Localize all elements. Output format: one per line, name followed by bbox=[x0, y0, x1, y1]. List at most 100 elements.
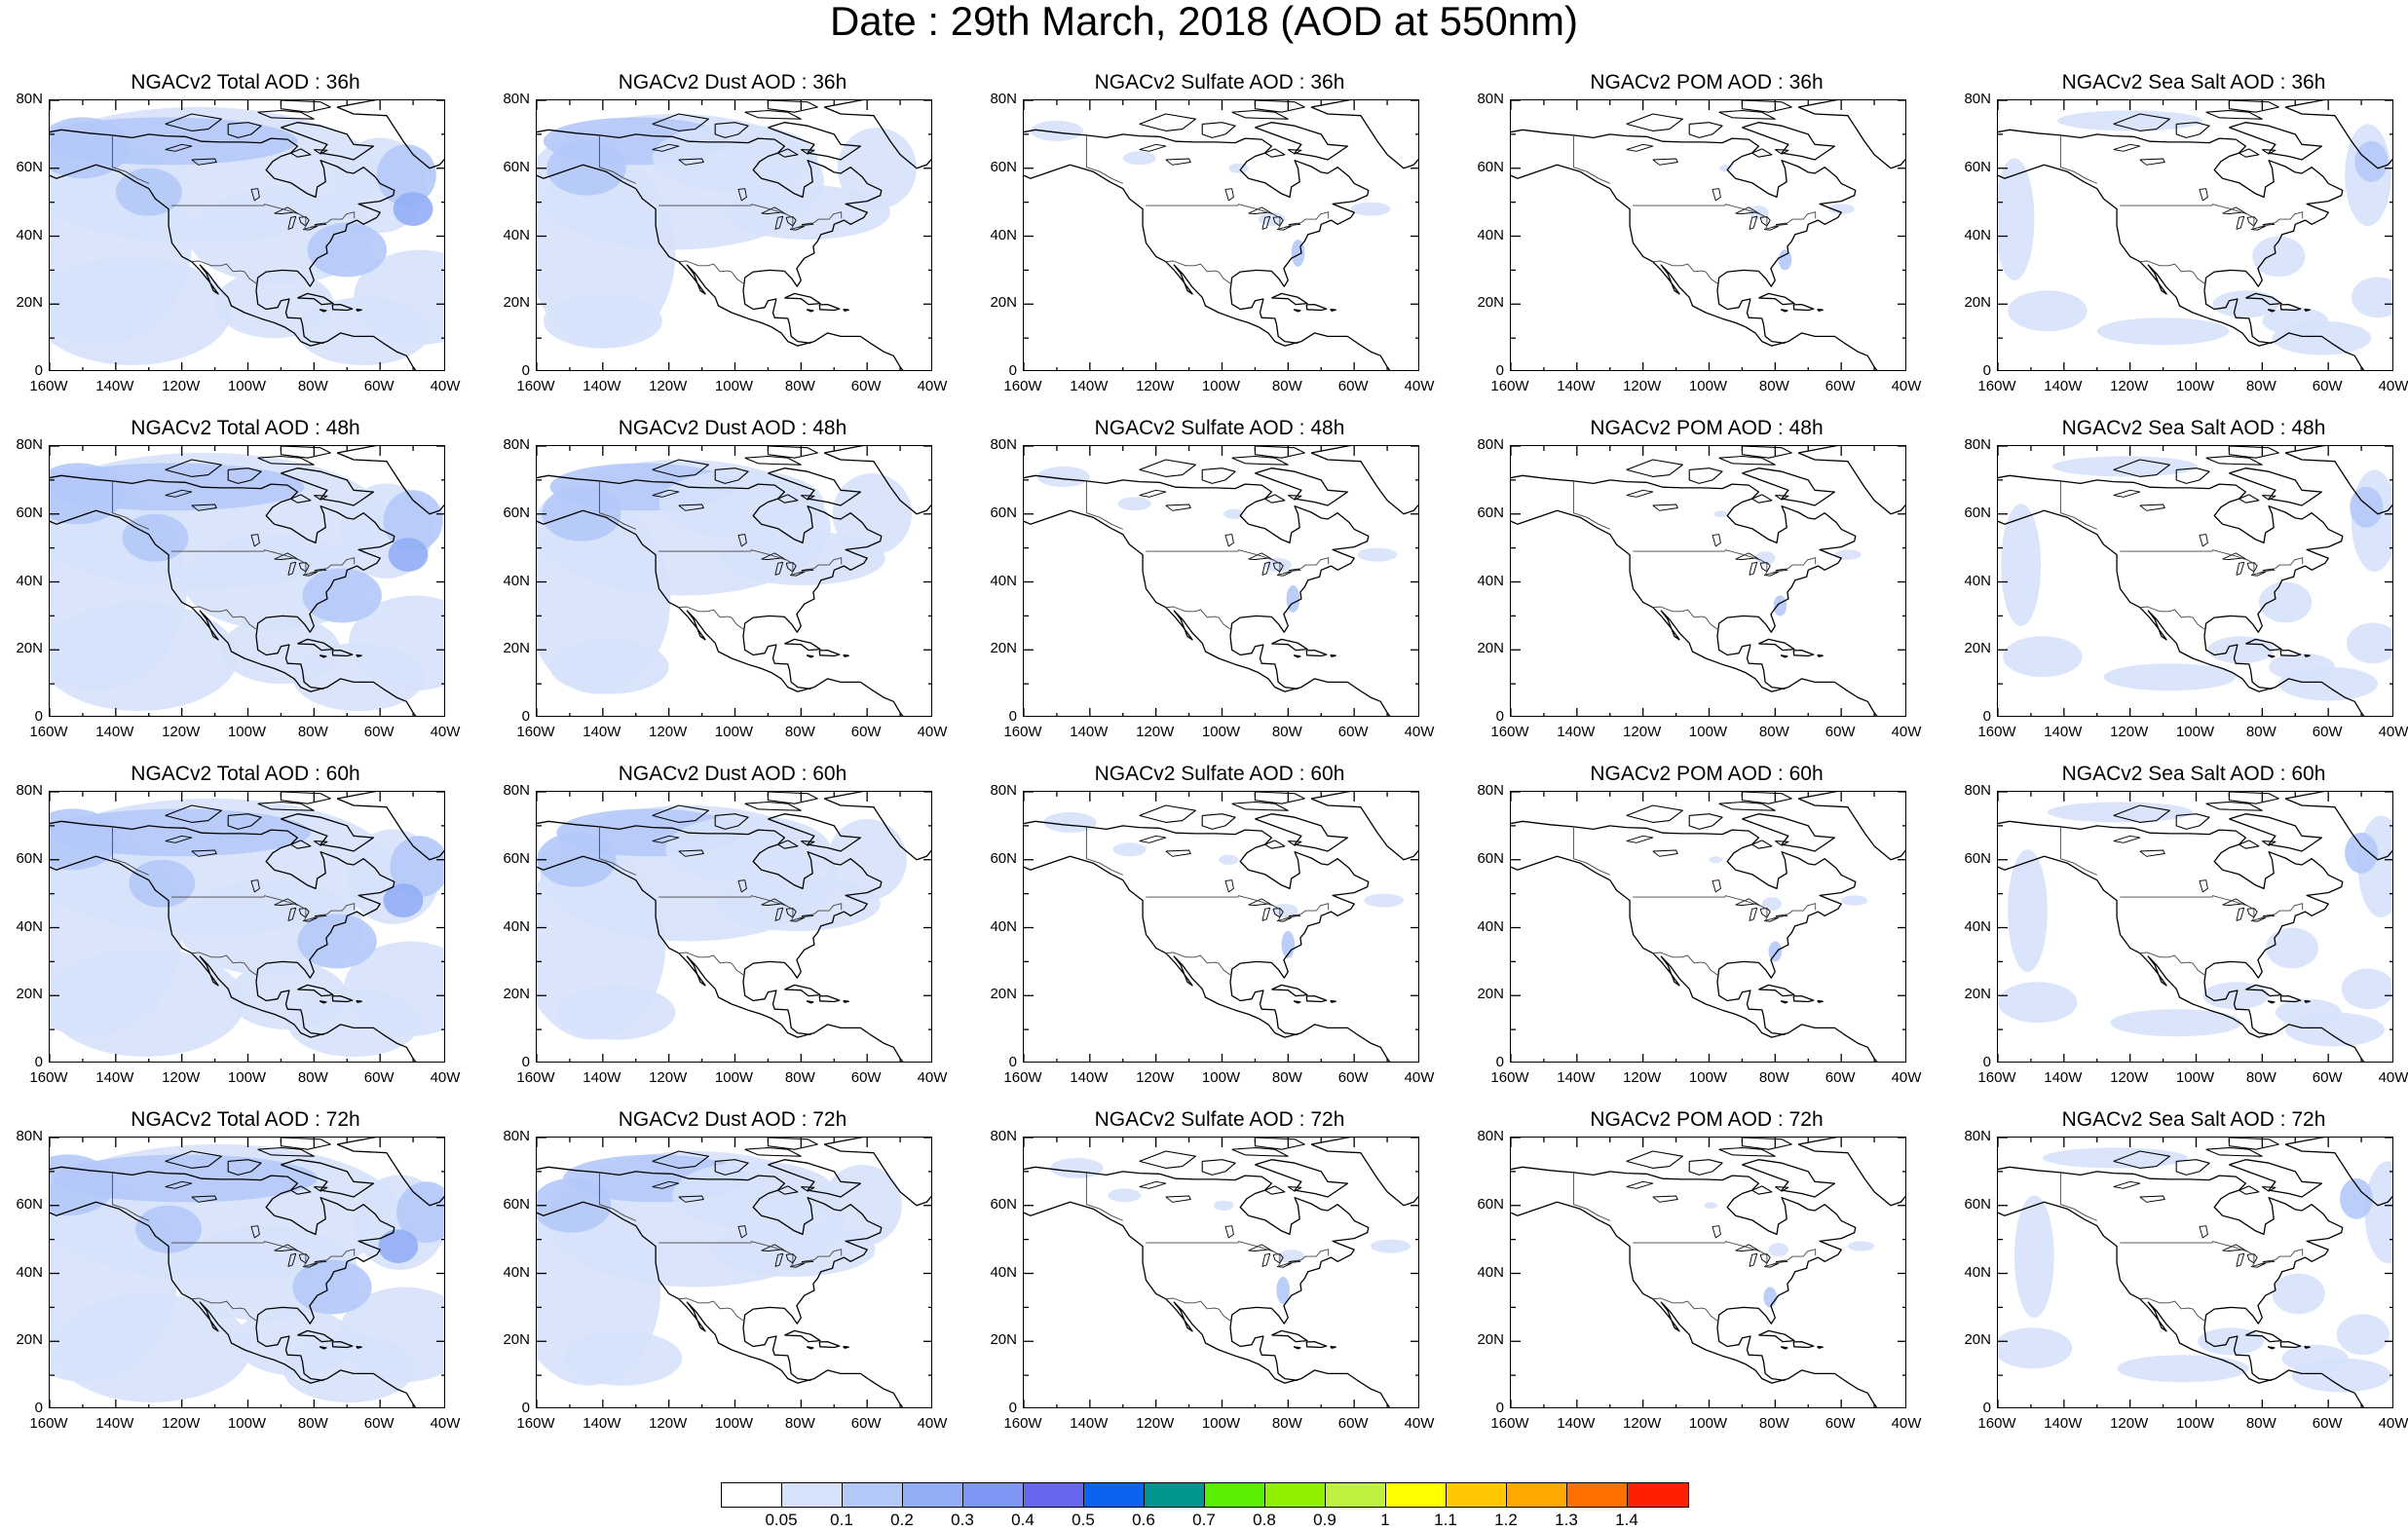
x-tick-label: 60W bbox=[1337, 724, 1369, 740]
coastline bbox=[1024, 792, 1418, 1062]
coastline bbox=[1998, 100, 2392, 370]
y-tick-label: 40N bbox=[1964, 226, 1991, 243]
panel-title: NGACv2 Sea Salt AOD : 48h bbox=[2061, 417, 2326, 439]
aod-region bbox=[1778, 249, 1792, 271]
y-tick-label: 0 bbox=[34, 1400, 43, 1416]
x-tick-label: 140W bbox=[583, 1415, 621, 1432]
aod-region bbox=[2346, 622, 2392, 664]
tick-marks bbox=[1511, 100, 1905, 370]
x-tick-label: 60W bbox=[363, 378, 395, 394]
colorbar-swatch bbox=[1265, 1483, 1326, 1507]
x-tick-label: 100W bbox=[714, 724, 754, 740]
map-canvas bbox=[1511, 446, 1905, 716]
x-tick-label: 40W bbox=[430, 1069, 461, 1086]
map-canvas bbox=[1998, 1138, 2392, 1407]
x-tick-label: 80W bbox=[1758, 1069, 1789, 1086]
y-tick-label: 20N bbox=[16, 640, 43, 657]
aod-region bbox=[1258, 212, 1285, 227]
aod-region bbox=[1276, 1276, 1290, 1304]
x-tick-label: 100W bbox=[1688, 1415, 1728, 1432]
y-tick-label: 80N bbox=[16, 91, 43, 107]
colorbar-swatch bbox=[1084, 1483, 1145, 1507]
colorbar-label: 0.9 bbox=[1313, 1511, 1336, 1529]
y-tick-label: 80N bbox=[1477, 782, 1504, 799]
x-tick-label: 120W bbox=[649, 378, 688, 394]
y-tick-label: 20N bbox=[990, 1331, 1017, 1349]
y-tick-label: 20N bbox=[990, 986, 1017, 1003]
aod-region bbox=[672, 1161, 838, 1230]
x-tick-label: 160W bbox=[516, 1415, 555, 1432]
x-tick-label: 80W bbox=[1758, 1415, 1789, 1432]
x-tick-label: 160W bbox=[1490, 1415, 1529, 1432]
map-panel-total-72h: NGACv2 Total AOD : 72h 80N 60N 40N 20N 0 160W 1… bbox=[2, 1023, 489, 1432]
panel-title: NGACv2 Sulfate AOD : 48h bbox=[1094, 417, 1345, 439]
y-tick-label: 60N bbox=[503, 504, 530, 521]
aod-region bbox=[1281, 930, 1296, 958]
y-tick-label: 20N bbox=[16, 1331, 43, 1349]
panel-title: NGACv2 Dust AOD : 36h bbox=[618, 71, 847, 93]
aod-region bbox=[1768, 1243, 1788, 1257]
aod-shading bbox=[1709, 856, 1868, 962]
aod-shading bbox=[1998, 1147, 2392, 1393]
aod-region bbox=[1050, 1157, 1104, 1178]
aod-region bbox=[53, 1154, 318, 1203]
panel-title: NGACv2 Sea Salt AOD : 60h bbox=[2061, 763, 2326, 785]
x-tick-label: 60W bbox=[850, 378, 882, 394]
x-tick-label: 40W bbox=[917, 1069, 948, 1086]
y-tick-label: 60N bbox=[1477, 1195, 1504, 1213]
y-tick-label: 20N bbox=[503, 986, 530, 1003]
y-tick-label: 80N bbox=[1964, 91, 1991, 107]
aod-region bbox=[383, 883, 424, 917]
y-tick-label: 40N bbox=[990, 572, 1017, 589]
aod-region bbox=[2117, 1355, 2249, 1383]
y-tick-label: 20N bbox=[1964, 294, 1991, 312]
x-tick-label: 60W bbox=[1825, 378, 1856, 394]
aod-region bbox=[2096, 317, 2230, 346]
x-tick-label: 120W bbox=[2110, 1069, 2149, 1086]
x-tick-label: 60W bbox=[1825, 1415, 1856, 1432]
coastline bbox=[537, 100, 931, 370]
y-tick-label: 60N bbox=[1477, 158, 1504, 175]
aod-region bbox=[827, 818, 907, 901]
x-tick-label: 120W bbox=[162, 1415, 201, 1432]
y-tick-label: 60N bbox=[16, 504, 43, 521]
y-tick-label: 0 bbox=[1982, 1054, 1991, 1070]
tick-marks bbox=[537, 100, 931, 370]
coastline bbox=[50, 1138, 444, 1407]
x-tick-label: 80W bbox=[297, 724, 328, 740]
tick-marks bbox=[50, 446, 444, 716]
aod-region bbox=[2275, 998, 2342, 1027]
y-tick-label: 80N bbox=[16, 782, 43, 799]
panel-title: NGACv2 Total AOD : 36h bbox=[131, 71, 360, 93]
coastline bbox=[1511, 100, 1905, 370]
colorbar-swatch bbox=[1447, 1483, 1507, 1507]
y-tick-label: 40N bbox=[503, 1263, 530, 1281]
aod-region bbox=[1998, 982, 2078, 1024]
panel-title: NGACv2 Sulfate AOD : 36h bbox=[1094, 71, 1345, 93]
aod-region bbox=[1214, 1200, 1234, 1211]
map-panel-sulfate-60h: NGACv2 Sulfate AOD : 60h 80N 60N 40N 20N 0 160… bbox=[976, 677, 1463, 1086]
colorbar bbox=[721, 1482, 1689, 1508]
x-tick-label: 40W bbox=[917, 378, 948, 394]
aod-region bbox=[1773, 595, 1787, 616]
panel-title: NGACv2 POM AOD : 60h bbox=[1590, 763, 1824, 785]
aod-region bbox=[2207, 636, 2275, 664]
tick-marks bbox=[1998, 100, 2392, 370]
x-tick-label: 40W bbox=[1404, 724, 1435, 740]
aod-shading bbox=[537, 113, 917, 349]
y-tick-label: 20N bbox=[990, 640, 1017, 657]
tick-marks bbox=[50, 792, 444, 1062]
y-tick-label: 0 bbox=[1495, 708, 1504, 725]
aod-region bbox=[2364, 1161, 2392, 1263]
y-tick-label: 60N bbox=[1964, 504, 1991, 521]
coastline bbox=[537, 792, 931, 1062]
aod-region bbox=[50, 948, 245, 1057]
aod-shading bbox=[1998, 110, 2392, 355]
y-tick-label: 40N bbox=[16, 917, 43, 935]
map-canvas bbox=[1998, 100, 2392, 370]
y-tick-label: 0 bbox=[1008, 362, 1017, 379]
aod-region bbox=[658, 469, 825, 539]
y-tick-label: 40N bbox=[990, 917, 1017, 935]
y-tick-label: 80N bbox=[503, 1128, 530, 1144]
x-tick-label: 120W bbox=[2110, 1415, 2149, 1432]
